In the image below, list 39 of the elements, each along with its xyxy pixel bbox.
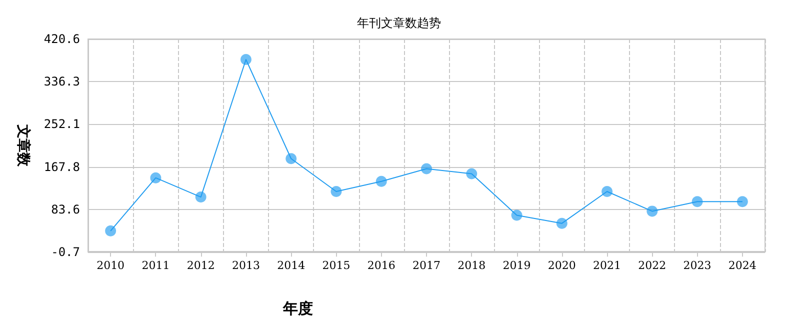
point	[286, 153, 297, 164]
point	[511, 210, 522, 221]
point	[195, 192, 206, 203]
x-tick-label: 2016	[367, 259, 396, 272]
x-tick-label: 2011	[142, 259, 170, 272]
point	[330, 186, 342, 197]
point	[646, 206, 658, 217]
x-tick-label: 2020	[548, 259, 576, 272]
point	[602, 186, 613, 197]
point	[150, 172, 162, 184]
x-axis-title: 年度	[282, 300, 313, 318]
point	[376, 176, 387, 187]
point	[736, 196, 748, 208]
point	[421, 163, 432, 174]
x-tick-label: 2014	[277, 259, 306, 272]
x-tick-label: 2021	[593, 259, 622, 272]
x-tick-label: 2019	[502, 259, 531, 272]
x-tick-label: 2017	[412, 259, 440, 272]
x-tick-label: 2010	[96, 259, 125, 272]
x-tick-label: 2023	[683, 259, 712, 272]
point	[466, 168, 478, 180]
x-tick-label: 2012	[186, 259, 215, 272]
x-tick-label: 2022	[638, 259, 666, 272]
y-tick-label: -0.7	[51, 245, 80, 259]
point	[692, 196, 703, 208]
y-tick-label: 252.1	[44, 117, 80, 132]
point	[240, 54, 252, 66]
y-axis-title: 文章数	[15, 124, 32, 168]
y-tick-label: 336.3	[44, 74, 80, 89]
x-tick-label: 2013	[232, 259, 260, 272]
x-tick-label: 2015	[322, 259, 350, 272]
y-tick-label: 83.6	[51, 202, 80, 216]
y-tick-label: 167.8	[44, 160, 80, 174]
y-tick-label: 420.6	[44, 32, 80, 46]
x-tick-label: 2024	[728, 259, 756, 272]
chart-title: 年刊文章数趋势	[357, 16, 441, 30]
point	[556, 218, 568, 229]
x-tick-label: 2018	[458, 259, 486, 272]
point	[105, 225, 116, 236]
